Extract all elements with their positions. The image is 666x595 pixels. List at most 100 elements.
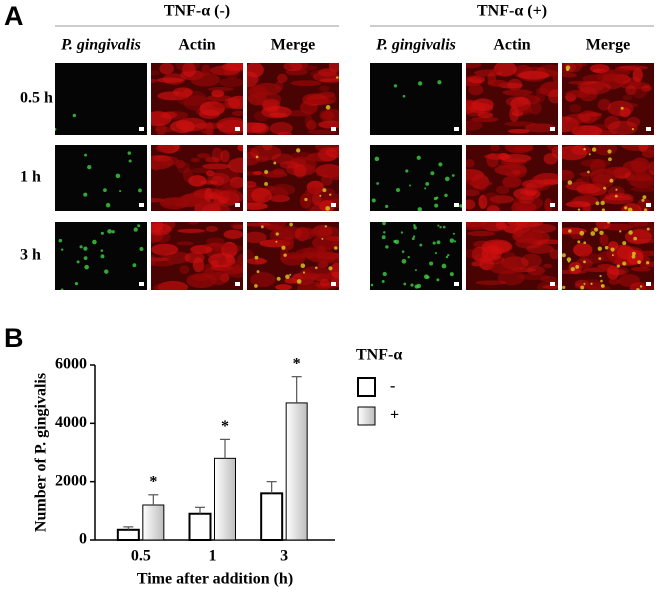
actin-texture [170,120,196,133]
actin-texture [205,225,218,233]
actin-texture [603,223,633,231]
bacteria-dot [633,236,638,241]
bacteria-dot [620,106,624,110]
bacteria-dot [601,284,604,287]
actin-texture [250,272,276,288]
bacteria-dot [631,127,635,131]
scale-bar [139,127,144,131]
bacteria-dot [459,204,462,208]
bacteria-dot [646,261,650,265]
actin-texture [205,156,220,163]
bacteria-dot [639,285,643,288]
bacteria-dot [445,255,449,259]
bacteria-dot [256,270,260,274]
bacteria-dot [55,127,57,131]
actin-texture [631,266,651,272]
bar [188,512,212,541]
actin-texture [253,111,270,122]
bacteria-dot [413,226,417,230]
actin-texture [159,250,172,262]
actin-texture [595,222,611,230]
actin-texture [601,73,624,90]
actin-texture [184,252,205,264]
actin-texture [232,110,243,117]
actin-texture [251,187,272,203]
actin-texture [237,145,243,152]
actin-texture [626,116,641,128]
bacteria-dot [568,229,572,233]
actin-texture [466,100,477,114]
bacteria-dot [60,288,64,290]
actin-texture [526,265,546,276]
actin-texture [517,70,550,80]
actin-texture [211,89,225,98]
actin-texture [619,107,631,118]
bacteria-dot [395,187,401,193]
actin-texture [151,261,175,267]
actin-texture [592,173,614,189]
actin-texture [526,243,554,254]
bacteria-dot [449,272,454,277]
micrograph [55,63,147,135]
bacteria-dot [401,258,407,264]
bacteria-dot [566,257,572,262]
actin-texture [562,170,575,181]
bacteria-dot [407,255,410,259]
actin-texture [247,202,268,210]
actin-texture [190,245,213,254]
micrograph [151,145,243,211]
actin-texture [487,79,508,87]
actin-texture [201,64,211,76]
bacteria-dot [100,249,104,252]
bacteria-dot [562,253,566,258]
bacteria-dot [87,164,92,170]
bacteria-dot [607,149,612,154]
group-title: TNF-α (+) [477,3,547,20]
bacteria-dot [276,276,281,281]
bacteria-dot [411,237,415,241]
actin-texture [582,267,613,273]
bacteria-dot [329,193,332,196]
actin-texture [516,205,533,211]
bacteria-dot [132,263,137,268]
bacteria-dot [567,260,570,263]
actin-texture [629,282,646,290]
actin-texture [179,265,190,275]
actin-texture [268,187,289,203]
actin-texture [272,168,285,175]
bacteria-dot [103,188,107,193]
actin-texture [599,233,609,247]
actin-texture [513,228,544,244]
bacteria-dot [83,246,88,251]
actin-texture [631,222,654,231]
actin-texture [599,193,613,203]
bacteria-dot [439,226,442,229]
bacteria-dot [631,254,636,259]
bacteria-dot [275,240,278,243]
bacteria-dot [570,267,575,272]
actin-texture [190,72,220,87]
bacteria-dot [642,195,647,200]
actin-texture [482,192,502,209]
actin-texture [177,194,210,206]
x-axis-label: Time after addition (h) [137,571,293,588]
micrograph [55,222,147,290]
actin-texture [573,242,593,257]
bacteria-dot [139,246,144,251]
bacteria-dot [627,207,633,211]
actin-texture [151,78,157,83]
actin-texture [155,145,175,153]
actin-texture [468,75,485,84]
bacteria-dot [381,279,385,283]
actin-texture [466,170,485,185]
bacteria-dot [79,245,83,249]
actin-texture [562,169,573,176]
actin-texture [502,175,522,188]
actin-texture [188,222,200,225]
scale-bar [454,203,459,207]
actin-texture [247,71,259,88]
bacteria-dot [616,264,620,268]
micrograph [247,145,339,211]
actin-texture [469,222,483,229]
actin-texture [627,172,654,188]
